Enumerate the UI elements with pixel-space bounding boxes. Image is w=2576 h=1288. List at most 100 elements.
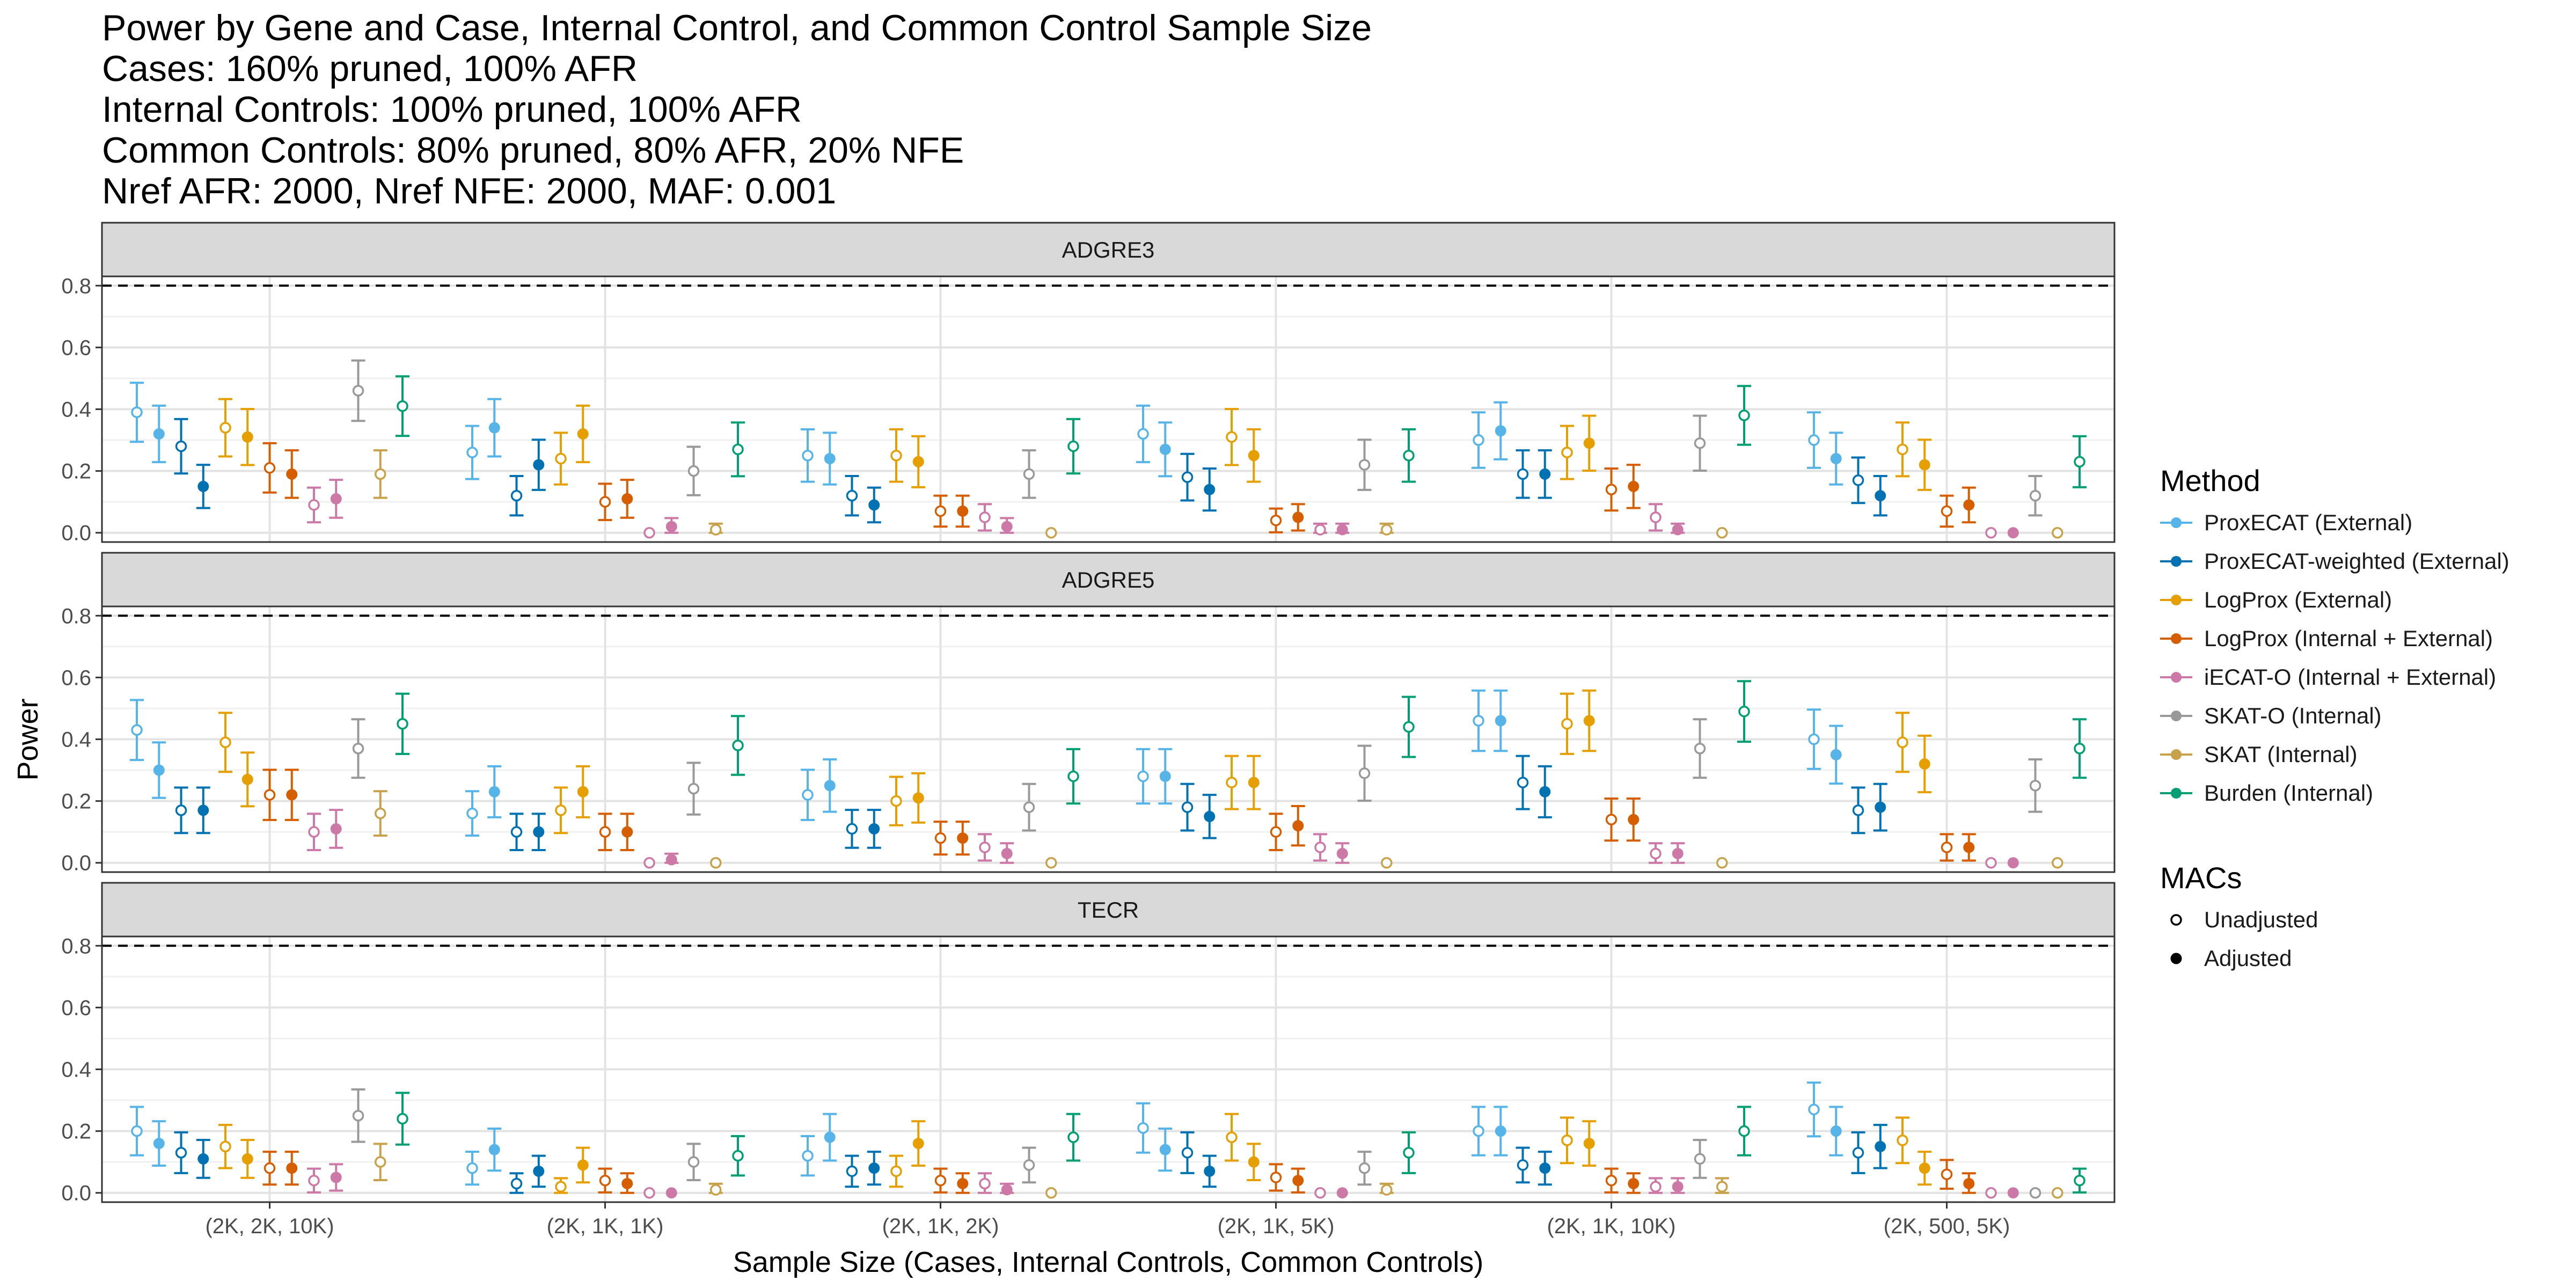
chart-title: Power by Gene and Case, Internal Control… [102,8,1372,211]
data-point-adjusted [241,1153,253,1165]
data-point-group [1516,755,1530,810]
data-point-group [1357,744,1372,802]
data-point-unadjusted [643,1187,655,1199]
data-point-group [1494,1106,1508,1157]
data-point-group [1940,1159,1954,1190]
data-point-unadjusted [979,841,991,853]
data-point-unadjusted [1067,440,1079,452]
data-point-unadjusted [1605,1174,1618,1187]
data-point-group [554,786,568,835]
data-point-group [130,1106,144,1157]
data-point-unadjusted [1226,777,1238,788]
data-point-group [1873,475,1887,517]
data-point-unadjusted [131,1125,143,1137]
data-point-adjusted [1672,847,1684,859]
legend-item-method: Burden (Internal) [2160,774,2509,813]
data-point-unadjusted [397,718,408,730]
data-point-group [801,428,815,483]
data-point-unadjusted [934,832,947,844]
data-point-unadjusted [1023,468,1035,480]
data-point-unadjusted [1137,770,1149,782]
data-point-group [373,790,387,837]
data-point-group [487,398,502,458]
data-point-unadjusted [1181,801,1194,813]
data-point-group [1494,689,1508,752]
data-point-group [1873,1124,1887,1169]
data-point-group [1202,1154,1217,1188]
data-point-group [196,786,210,835]
data-point-group [978,503,992,532]
data-point-adjusted [1963,1177,1975,1189]
legend-item-method: ProxECAT (External) [2160,503,2509,542]
data-point-adjusted [286,1162,298,1174]
data-point-adjusted [621,826,633,838]
data-point-group [1494,401,1508,460]
data-point-group [1538,1151,1552,1186]
data-point-unadjusted [308,1174,320,1187]
data-point-adjusted [1204,1165,1216,1177]
data-point-group [509,813,524,852]
data-point-unadjusted [1985,1187,1997,1199]
data-point-adjusted [577,428,589,440]
data-point-adjusted [1963,841,1975,853]
facet-strip [101,552,2116,608]
data-point-unadjusted [890,450,902,462]
data-point-group [731,421,745,478]
legend-key-icon [2160,517,2192,528]
y-tick-label: 0.8 [61,274,91,298]
data-point-adjusted [1001,847,1013,859]
data-point-group [576,1146,590,1184]
data-point-unadjusted [1067,1131,1079,1143]
data-point-group [1225,1113,1239,1162]
data-point-adjusted [197,1153,209,1165]
data-point-group [955,494,970,528]
data-point-unadjusted [732,1150,744,1162]
data-point-unadjusted [1181,1147,1194,1159]
data-point-group [1604,1167,1619,1194]
data-point-group [1225,755,1239,810]
data-point-unadjusted [1517,777,1529,788]
data-point-adjusted [1875,1140,1886,1152]
data-point-unadjusted [555,804,567,816]
data-point-group [1158,421,1173,478]
data-point-unadjusted [1716,857,1728,869]
data-point-group [845,1154,859,1188]
data-point-group [1626,797,1641,842]
data-point-group [823,758,837,813]
data-point-group [731,1135,745,1177]
x-tick-label: (2K, 1K, 10K) [1547,1214,1675,1238]
data-point-adjusted [1539,1162,1551,1174]
data-point-unadjusted [1045,526,1057,539]
data-point-adjusted [665,854,677,866]
data-point-group [620,1172,634,1194]
data-point-group [1136,748,1150,805]
data-point-group [710,857,722,869]
legend-label: iECAT-O (Internal + External) [2204,664,2497,690]
data-point-unadjusted [890,1165,902,1177]
data-point-unadjusted [1738,705,1750,718]
x-tick-label: (2K, 1K, 5K) [1218,1214,1335,1238]
data-point-group [1582,1120,1597,1167]
data-point-group [2028,475,2043,517]
facet-strip [101,222,2116,277]
data-point-group [1851,786,1865,835]
data-point-adjusted [1830,749,1842,760]
legend-item-method: SKAT-O (Internal) [2160,697,2509,735]
data-point-unadjusted [846,489,858,502]
data-point-adjusted [1159,1144,1171,1155]
data-point-group [845,475,859,517]
data-point-unadjusted [687,1156,700,1168]
title-line-1: Power by Gene and Case, Internal Control… [102,8,1372,48]
legend-key-icon [2160,672,2192,683]
data-point-group [1313,833,1327,862]
data-point-group [1671,522,1685,536]
data-point-group [218,712,232,773]
data-point-adjusted [330,1172,342,1183]
data-point-group [1402,428,1416,483]
data-point-adjusted [1292,1175,1304,1187]
data-point-unadjusted [466,1162,478,1174]
data-point-group [1247,428,1261,483]
legend-key-point [2171,711,2182,721]
data-point-unadjusted [1473,434,1484,446]
data-point-unadjusted [1694,743,1706,755]
